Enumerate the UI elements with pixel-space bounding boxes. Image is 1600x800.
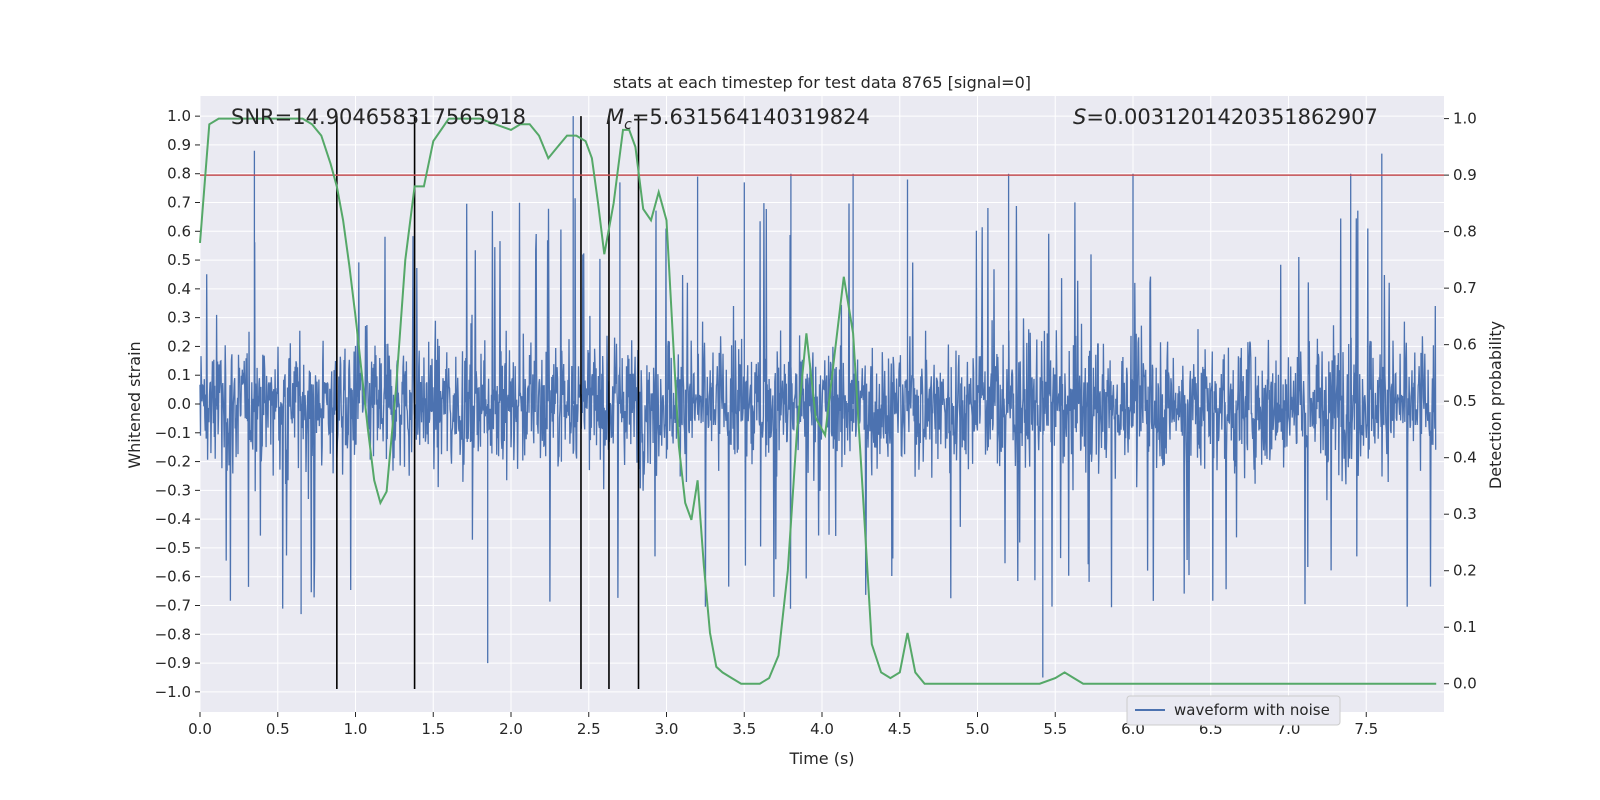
y-left-tick-label: 0.8 <box>167 165 191 183</box>
y-left-tick-label: 0.3 <box>167 309 191 327</box>
y-left-tick-label: 0.9 <box>167 136 191 154</box>
y-left-tick-label: 0.0 <box>167 395 191 413</box>
x-tick-label: 4.0 <box>810 720 834 738</box>
x-tick-label: 5.0 <box>966 720 990 738</box>
s-value: =0.0031201420351862907 <box>1086 105 1378 129</box>
y-right-tick-label: 0.6 <box>1453 336 1477 354</box>
chart-title: stats at each timestep for test data 876… <box>613 73 1031 92</box>
y-right-tick-label: 0.9 <box>1453 166 1477 184</box>
y-right-tick-label: 0.3 <box>1453 505 1477 523</box>
x-tick-label: 0.5 <box>266 720 290 738</box>
y-left-tick-label: −0.5 <box>155 539 191 557</box>
y-left-tick-label: −0.1 <box>155 424 191 442</box>
x-tick-label: 4.5 <box>888 720 912 738</box>
probability-line <box>199 117 1437 685</box>
y-axis-right-ticks: 1.0 0.9 0.8 0.7 0.6 0.5 0.4 0.3 0.2 0.1 0.0 <box>1444 110 1477 693</box>
y-left-tick-label: −1.0 <box>155 683 191 701</box>
y-right-tick-label: 0.0 <box>1453 675 1477 693</box>
snr-annotation: SNR=14.904658317565918 <box>231 105 526 129</box>
x-tick-label: 3.0 <box>655 720 679 738</box>
chirp-mass-value: =5.631564140319824 <box>632 105 870 129</box>
y-right-tick-label: 0.2 <box>1453 562 1477 580</box>
x-tick-label: 7.5 <box>1354 720 1378 738</box>
probability-series <box>199 117 1437 685</box>
x-tick-label: 5.5 <box>1043 720 1067 738</box>
y-left-tick-label: 0.1 <box>167 366 191 384</box>
y-axis-left-label: Whitened strain <box>125 341 144 468</box>
y-right-tick-label: 0.4 <box>1453 449 1477 467</box>
x-tick-label: 0.0 <box>188 720 212 738</box>
y-left-tick-label: 0.5 <box>167 251 191 269</box>
y-left-tick-label: 0.6 <box>167 222 191 240</box>
vertical-markers <box>336 116 640 689</box>
grid <box>199 96 1444 712</box>
y-left-tick-label: 0.2 <box>167 337 191 355</box>
chirp-mass-subscript: c <box>624 117 632 133</box>
legend: waveform with noise <box>1126 695 1341 726</box>
s-annotation: S=0.0031201420351862907 <box>1073 105 1378 129</box>
y-left-tick-label: −0.4 <box>155 510 191 528</box>
y-left-tick-label: −0.2 <box>155 453 191 471</box>
legend-box <box>1126 695 1341 726</box>
chirp-mass-annotation: Mc=5.631564140319824 <box>606 105 870 133</box>
y-right-tick-label: 1.0 <box>1453 110 1477 128</box>
y-left-tick-label: 1.0 <box>167 107 191 125</box>
x-tick-label: 1.5 <box>421 720 445 738</box>
y-right-tick-label: 0.1 <box>1453 618 1477 636</box>
chirp-mass-symbol: M <box>606 105 624 129</box>
y-right-tick-label: 0.5 <box>1453 392 1477 410</box>
y-right-tick-label: 0.8 <box>1453 223 1477 241</box>
y-left-tick-label: −0.3 <box>155 481 191 499</box>
x-axis-label: Time (s) <box>788 749 854 768</box>
y-axis-left-ticks: 1.0 0.9 0.8 0.7 0.6 0.5 0.4 0.3 0.2 0.1 0.0 −0.1 −0.… <box>155 107 200 701</box>
y-left-tick-label: −0.7 <box>155 596 191 614</box>
s-symbol: S <box>1073 105 1086 129</box>
y-left-tick-label: 0.4 <box>167 280 191 298</box>
y-right-tick-label: 0.7 <box>1453 279 1477 297</box>
y-left-tick-label: 0.7 <box>167 194 191 212</box>
x-tick-label: 2.5 <box>577 720 601 738</box>
legend-label: waveform with noise <box>1174 701 1330 719</box>
y-left-tick-label: −0.6 <box>155 568 191 586</box>
x-tick-label: 1.0 <box>344 720 368 738</box>
y-left-tick-label: −0.9 <box>155 654 191 672</box>
x-tick-label: 2.0 <box>499 720 523 738</box>
y-axis-right-label: Detection probability <box>1486 321 1505 489</box>
y-left-tick-label: −0.8 <box>155 625 191 643</box>
x-tick-label: 3.5 <box>732 720 756 738</box>
